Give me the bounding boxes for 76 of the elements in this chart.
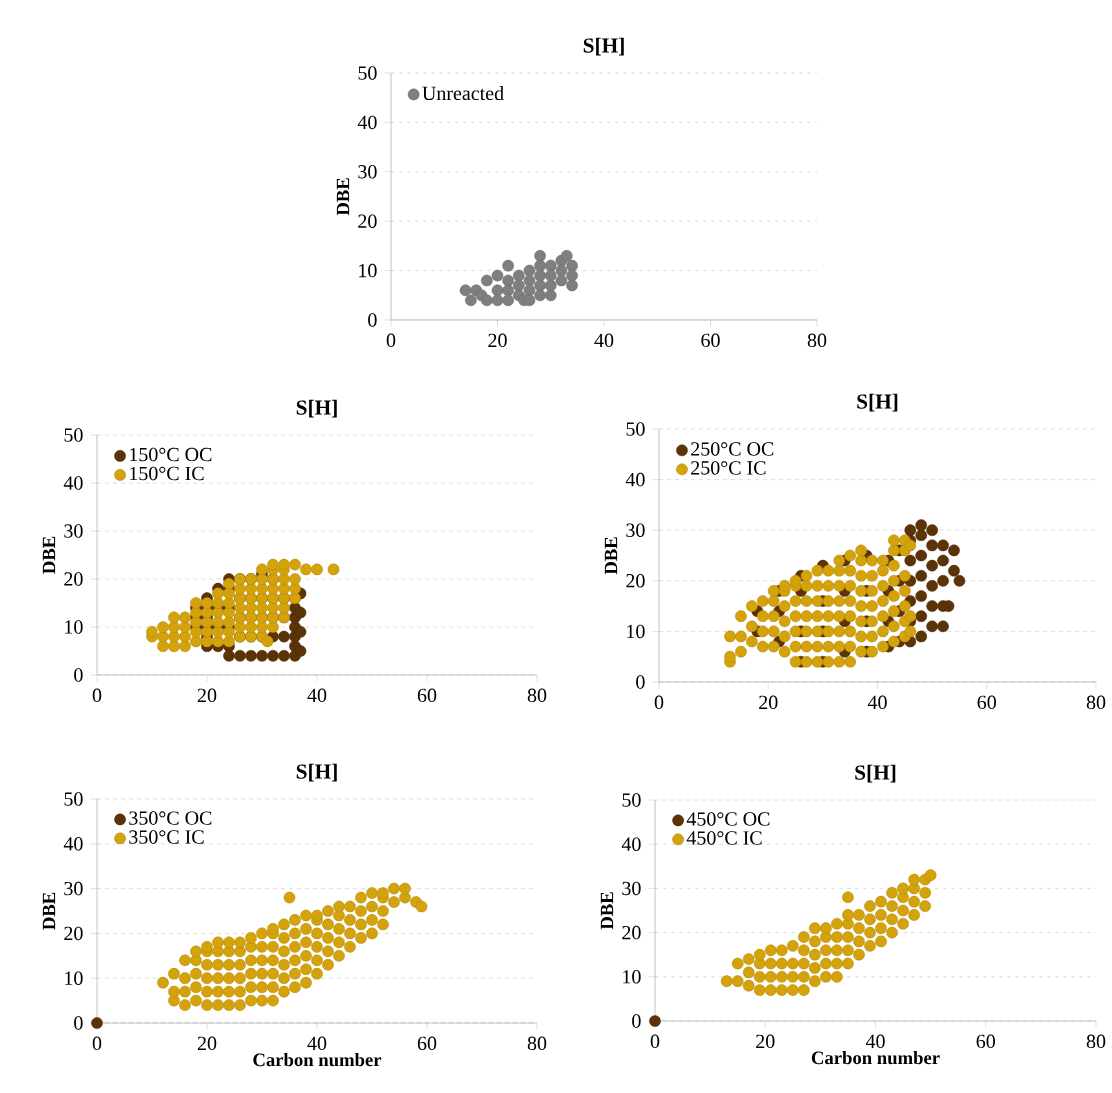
x-tick-label: 60 bbox=[417, 1036, 437, 1051]
x-tick-label: 60 bbox=[701, 333, 720, 348]
x-tick-label: 60 bbox=[976, 1034, 995, 1049]
legend-label: 350°C OC bbox=[129, 811, 212, 825]
x-tick-label: 80 bbox=[1086, 1034, 1106, 1049]
legend-label: 250°C IC bbox=[691, 461, 766, 475]
y-tick-label: 0 bbox=[74, 1016, 83, 1030]
x-tick-label: 20 bbox=[197, 688, 217, 703]
chart-title: S[H] bbox=[296, 399, 337, 418]
y-axis-title: DBE bbox=[42, 892, 56, 930]
y-tick-label: 0 bbox=[368, 313, 377, 327]
y-tick-label: 0 bbox=[74, 668, 83, 682]
y-tick-label: 40 bbox=[63, 837, 83, 851]
y-tick-label: 10 bbox=[65, 620, 83, 634]
legend-label: 350°C IC bbox=[129, 830, 204, 844]
x-tick-label: 0 bbox=[654, 695, 664, 710]
chart-title: S[H] bbox=[857, 393, 898, 412]
x-tick-label: 40 bbox=[307, 1036, 327, 1051]
x-tick-label: 20 bbox=[756, 1034, 775, 1049]
y-tick-label: 50 bbox=[358, 66, 377, 80]
y-axis-title: DBE bbox=[600, 892, 614, 930]
y-axis-title: DBE bbox=[42, 536, 56, 574]
legend-label: Unreacted bbox=[422, 86, 504, 101]
x-tick-label: 60 bbox=[417, 688, 437, 703]
x-axis-title: Carbon number bbox=[253, 1053, 382, 1067]
x-tick-label: 80 bbox=[527, 688, 547, 703]
x-tick-label: 40 bbox=[867, 695, 887, 710]
y-tick-label: 10 bbox=[359, 263, 377, 278]
y-tick-label: 50 bbox=[64, 428, 83, 442]
y-tick-label: 0 bbox=[632, 1014, 641, 1028]
y-tick-label: 30 bbox=[64, 524, 83, 538]
y-tick-label: 40 bbox=[63, 476, 83, 490]
legend-label: 450°C OC bbox=[686, 812, 770, 826]
x-tick-label: 0 bbox=[386, 333, 396, 348]
y-tick-label: 10 bbox=[627, 624, 645, 639]
y-axis-title: DBE bbox=[604, 537, 618, 575]
y-tick-label: 20 bbox=[622, 925, 641, 940]
x-tick-label: 60 bbox=[977, 695, 996, 710]
y-tick-label: 20 bbox=[358, 214, 377, 228]
x-tick-label: 0 bbox=[650, 1034, 660, 1049]
x-tick-label: 40 bbox=[307, 688, 327, 703]
y-tick-label: 50 bbox=[64, 792, 83, 806]
y-tick-label: 30 bbox=[64, 881, 83, 896]
y-tick-label: 50 bbox=[622, 793, 641, 807]
y-tick-label: 0 bbox=[636, 675, 645, 689]
y-tick-label: 40 bbox=[357, 115, 377, 130]
x-tick-label: 20 bbox=[759, 695, 778, 710]
x-tick-label: 0 bbox=[92, 688, 102, 703]
legend-label: 150°C IC bbox=[130, 466, 204, 481]
y-tick-label: 10 bbox=[65, 971, 83, 985]
x-tick-label: 40 bbox=[865, 1034, 885, 1049]
y-tick-label: 30 bbox=[358, 165, 377, 179]
x-tick-label: 80 bbox=[1086, 695, 1106, 710]
y-tick-label: 20 bbox=[64, 926, 83, 941]
legend-label: 150°C OC bbox=[130, 447, 212, 462]
chart-title: S[H] bbox=[583, 37, 624, 56]
y-tick-label: 30 bbox=[626, 523, 645, 537]
y-axis-title: DBE bbox=[336, 178, 350, 216]
y-tick-label: 40 bbox=[625, 472, 645, 487]
y-tick-label: 40 bbox=[621, 837, 641, 851]
x-tick-label: 40 bbox=[594, 333, 614, 348]
x-tick-label: 20 bbox=[488, 333, 507, 348]
x-axis-title: Carbon number bbox=[811, 1051, 940, 1065]
legend-label: 450°C IC bbox=[686, 831, 762, 845]
legend-label: 250°C OC bbox=[691, 442, 774, 456]
chart-title: S[H] bbox=[855, 764, 896, 783]
x-tick-label: 0 bbox=[92, 1036, 102, 1051]
y-tick-label: 10 bbox=[623, 970, 641, 984]
chart-title: S[H] bbox=[296, 763, 337, 782]
y-tick-label: 50 bbox=[626, 422, 645, 436]
x-tick-label: 20 bbox=[197, 1036, 217, 1051]
y-tick-label: 30 bbox=[622, 881, 641, 896]
y-tick-label: 20 bbox=[64, 572, 83, 586]
x-tick-label: 80 bbox=[527, 1036, 547, 1051]
x-tick-label: 80 bbox=[807, 333, 827, 348]
y-tick-label: 20 bbox=[626, 574, 645, 588]
